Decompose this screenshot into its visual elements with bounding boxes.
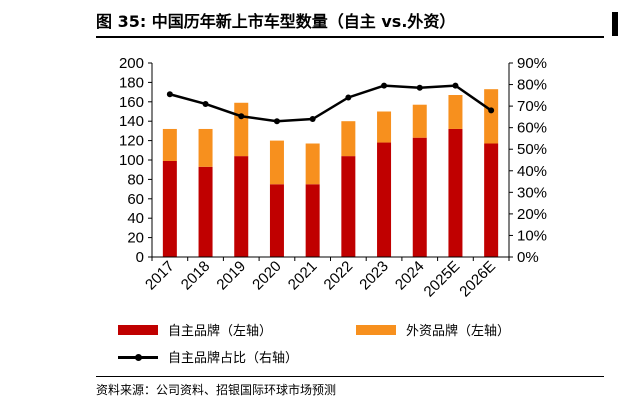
y-tick-label: 60 bbox=[127, 191, 144, 208]
bar-domestic bbox=[198, 166, 213, 257]
share-point bbox=[202, 100, 209, 107]
adjacent-figure-edge bbox=[612, 12, 618, 36]
y2-tick-label: 30% bbox=[517, 184, 547, 201]
source-divider bbox=[96, 376, 604, 377]
title-divider bbox=[96, 36, 604, 38]
share-point bbox=[166, 91, 173, 98]
bar-foreign bbox=[305, 143, 320, 185]
x-tick-label: 2025E bbox=[421, 258, 464, 301]
bar-foreign bbox=[234, 102, 249, 157]
y-tick-label: 40 bbox=[127, 210, 144, 227]
bar-domestic bbox=[269, 184, 284, 257]
y-tick-label: 140 bbox=[119, 113, 144, 130]
y2-tick-label: 50% bbox=[517, 141, 547, 158]
legend-label-share: 自主品牌占比（右轴） bbox=[168, 351, 299, 366]
y2-tick-label: 40% bbox=[517, 163, 547, 180]
legend-swatch-domestic bbox=[118, 324, 158, 335]
bar-foreign bbox=[198, 128, 213, 167]
y-tick-label: 20 bbox=[127, 230, 144, 247]
y-tick-label: 180 bbox=[119, 74, 144, 91]
share-point bbox=[416, 84, 423, 91]
y2-tick-label: 80% bbox=[517, 77, 547, 94]
x-tick-label: 2023 bbox=[356, 258, 392, 294]
y-tick-label: 200 bbox=[119, 55, 144, 72]
legend-item-domestic: 自主品牌（左轴） bbox=[118, 320, 272, 339]
bar-domestic bbox=[305, 184, 320, 257]
y-tick-label: 80 bbox=[127, 171, 144, 188]
legend-swatch-foreign bbox=[356, 324, 396, 335]
share-line bbox=[169, 84, 492, 123]
y-tick-label: 0 bbox=[136, 249, 144, 266]
y2-tick-label: 10% bbox=[517, 227, 547, 244]
y-tick-label: 160 bbox=[119, 94, 144, 111]
x-tick-label: 2018 bbox=[178, 258, 214, 294]
bar-domestic bbox=[484, 143, 499, 257]
share-point bbox=[238, 113, 245, 120]
x-tick-label: 2017 bbox=[142, 258, 178, 294]
bar-domestic bbox=[448, 128, 463, 257]
x-tick-label: 2021 bbox=[285, 258, 321, 294]
share-point bbox=[452, 82, 459, 89]
y-tick-label: 120 bbox=[119, 133, 144, 150]
x-tick-label: 2020 bbox=[249, 258, 285, 294]
y2-tick-label: 90% bbox=[517, 55, 547, 72]
source-note: 资料来源：公司资料、招银国际环球市场预测 bbox=[96, 383, 337, 397]
bar-domestic bbox=[377, 142, 392, 257]
x-tick-label: 2019 bbox=[213, 258, 249, 294]
legend-label-domestic: 自主品牌（左轴） bbox=[168, 324, 273, 339]
legend-item-share: 自主品牌占比（右轴） bbox=[118, 347, 298, 366]
bar-domestic bbox=[341, 156, 356, 257]
share-point bbox=[309, 116, 316, 123]
bar-foreign bbox=[341, 121, 356, 157]
legend-item-foreign: 外资品牌（左轴） bbox=[356, 320, 510, 339]
bar-foreign bbox=[448, 95, 463, 129]
legend-label-foreign: 外资品牌（左轴） bbox=[406, 324, 511, 339]
y2-tick-label: 70% bbox=[517, 98, 547, 115]
chart-title: 图 35: 中国历年新上市车型数量（自主 vs.外资） bbox=[96, 12, 456, 31]
legend-line-share bbox=[118, 352, 158, 362]
share-point bbox=[345, 94, 352, 101]
share-point bbox=[488, 107, 495, 114]
bar-foreign bbox=[412, 104, 427, 138]
y2-tick-label: 0% bbox=[517, 249, 539, 266]
x-tick-label: 2026E bbox=[456, 258, 499, 301]
bar-foreign bbox=[484, 89, 499, 144]
y2-tick-label: 60% bbox=[517, 120, 547, 137]
bar-domestic bbox=[234, 156, 249, 257]
bar-domestic bbox=[412, 137, 427, 257]
share-point bbox=[381, 82, 388, 89]
bar-foreign bbox=[269, 140, 284, 185]
bar-domestic bbox=[162, 160, 177, 257]
bar-foreign bbox=[162, 128, 177, 161]
y-tick-label: 100 bbox=[119, 152, 144, 169]
y2-tick-label: 20% bbox=[517, 206, 547, 223]
share-point bbox=[273, 118, 280, 125]
x-tick-label: 2022 bbox=[321, 258, 357, 294]
bar-foreign bbox=[377, 111, 392, 143]
